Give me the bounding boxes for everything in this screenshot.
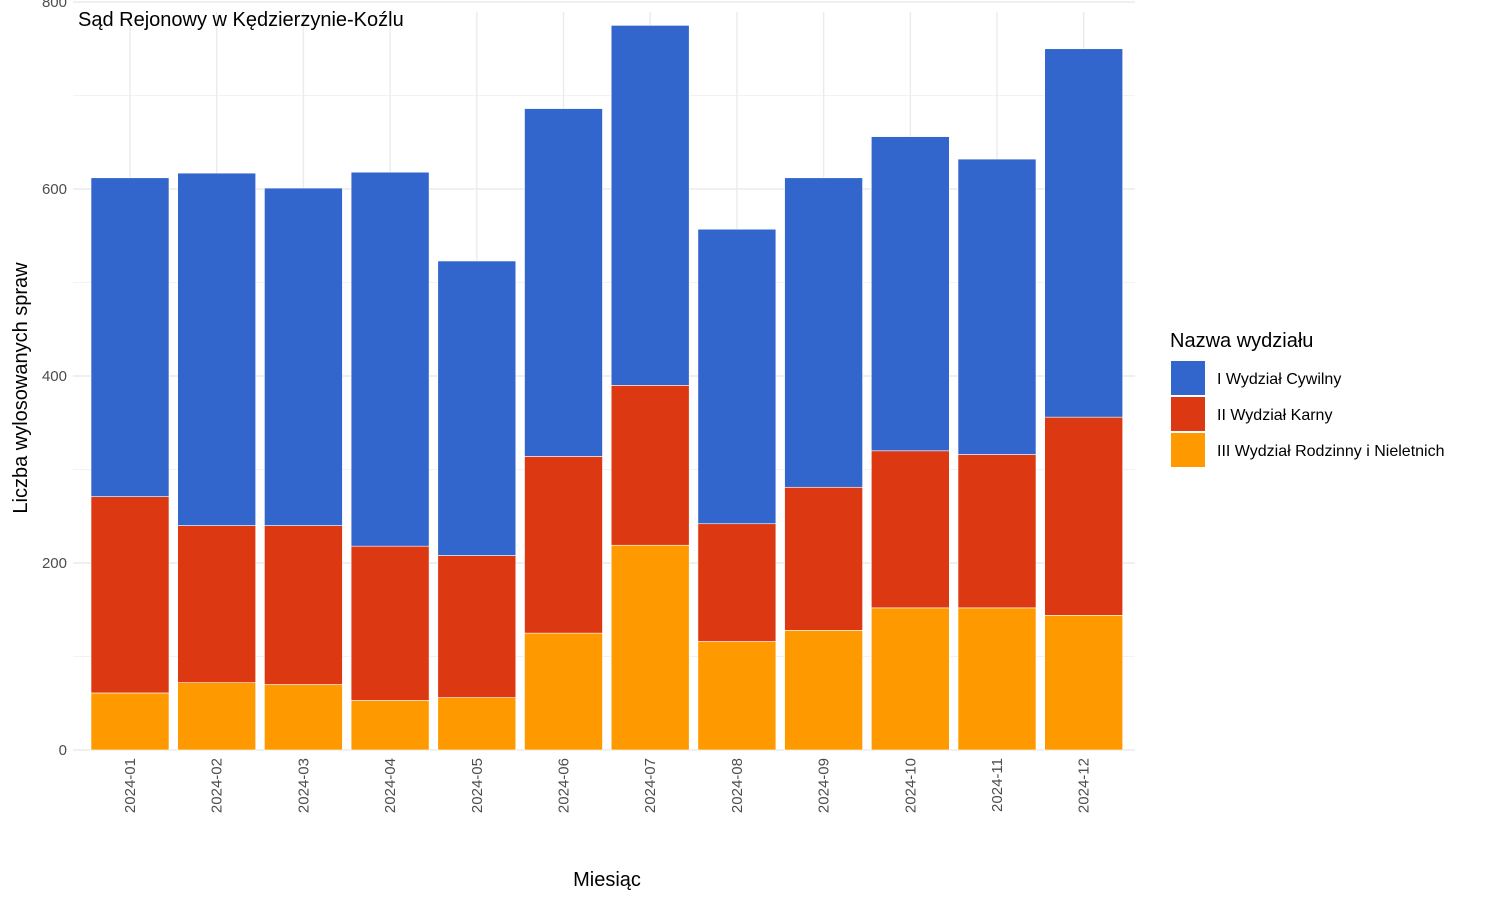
legend-swatch xyxy=(1171,361,1205,395)
bar-segment xyxy=(90,496,170,694)
bar-segment xyxy=(870,450,950,609)
y-tick-label: 400 xyxy=(42,368,67,385)
bar-segment xyxy=(437,260,517,556)
x-tick-label: 2024-02 xyxy=(209,758,226,813)
bar-segment xyxy=(957,158,1037,455)
bar-segment xyxy=(350,700,430,751)
y-axis-title: Liczba wylosowanych spraw xyxy=(10,262,32,514)
bar-segment xyxy=(524,108,603,457)
legend-items: I Wydział Cywilny II Wydział Karny III Wyd… xyxy=(1171,361,1445,467)
bar-segment xyxy=(264,187,343,526)
x-tick-label: 2024-06 xyxy=(556,758,573,813)
bar-segment xyxy=(1044,48,1123,418)
bar-segment xyxy=(177,525,256,683)
bar-segment xyxy=(90,692,170,751)
x-axis-title: Miesiąc xyxy=(573,869,641,891)
bar-segment xyxy=(437,697,517,751)
bar-segment xyxy=(697,641,777,751)
chart-title: Sąd Rejonowy w Kędzierzynie-Koźlu xyxy=(78,9,404,31)
x-tick-label: 2024-03 xyxy=(295,758,312,813)
bar-segment xyxy=(264,684,343,751)
bar-segment xyxy=(870,136,950,452)
x-tick-label: 2024-12 xyxy=(1076,758,1093,813)
bar-segment xyxy=(697,228,777,525)
x-tick-label: 2024-09 xyxy=(816,758,833,813)
legend-label: III Wydział Rodzinny i Nieletnich xyxy=(1217,443,1445,460)
legend: Nazwa wydziału I Wydział Cywilny II Wydzi… xyxy=(1170,330,1445,467)
legend-title: Nazwa wydziału xyxy=(1170,330,1313,352)
legend-swatch xyxy=(1171,433,1205,467)
bar-segment xyxy=(784,177,863,488)
x-tick-label: 2024-10 xyxy=(902,758,919,813)
bar-segment xyxy=(1044,615,1123,751)
bar-segment xyxy=(177,172,256,526)
bar-segment xyxy=(784,486,863,631)
legend-label: II Wydział Karny xyxy=(1217,407,1332,424)
x-tick-label: 2024-08 xyxy=(729,758,746,813)
bar-segment xyxy=(957,454,1037,609)
x-axis-ticks: 2024-01 2024-02 2024-03 2024-04 2024-05 2024-… xyxy=(122,758,1093,813)
bar-segment xyxy=(610,544,690,751)
x-tick-label: 2024-07 xyxy=(642,758,659,813)
bar-segment xyxy=(264,525,343,685)
x-tick-label: 2024-01 xyxy=(122,758,139,813)
bar-segment xyxy=(1044,416,1123,616)
bar-segment xyxy=(524,456,603,634)
bar-segment xyxy=(870,607,950,751)
bar-segment xyxy=(350,545,430,701)
bar-segment xyxy=(350,171,430,547)
y-tick-label: 0 xyxy=(59,742,67,759)
y-tick-label: 600 xyxy=(42,181,67,198)
bar-segment xyxy=(610,385,690,546)
bars xyxy=(90,25,1123,751)
legend-label: I Wydział Cywilny xyxy=(1217,371,1341,388)
bar-segment xyxy=(610,25,690,386)
legend-swatch xyxy=(1171,397,1205,431)
y-axis-ticks: 0 200 400 600 800 xyxy=(42,0,67,759)
y-tick-label: 800 xyxy=(42,0,67,11)
bar-segment xyxy=(784,630,863,751)
x-tick-label: 2024-05 xyxy=(469,758,486,813)
x-tick-label: 2024-04 xyxy=(382,758,399,813)
bar-segment xyxy=(697,523,777,642)
bar-segment xyxy=(957,607,1037,751)
y-tick-label: 200 xyxy=(42,555,67,572)
bar-segment xyxy=(90,177,170,497)
bar-segment xyxy=(524,632,603,751)
bar-segment xyxy=(437,555,517,698)
x-tick-label: 2024-11 xyxy=(989,758,1006,812)
bar-segment xyxy=(177,682,256,751)
